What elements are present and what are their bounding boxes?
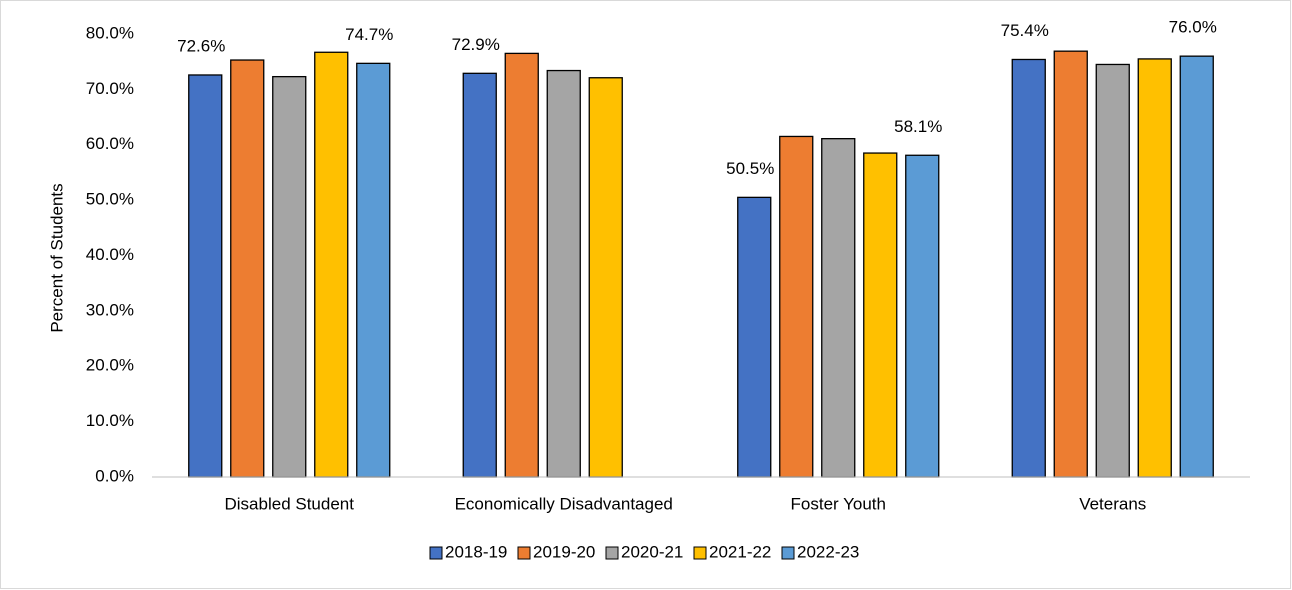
bar	[546, 69, 581, 478]
bar	[1179, 55, 1214, 478]
bar	[1011, 58, 1046, 478]
bar	[462, 72, 497, 478]
y-tick-label: 40.0%	[86, 245, 134, 264]
legend-swatch	[517, 546, 531, 560]
legend-swatch	[693, 546, 707, 560]
y-tick-label: 60.0%	[86, 134, 134, 153]
legend-swatch	[781, 546, 795, 560]
data-label: 72.9%	[452, 35, 500, 54]
bar	[821, 138, 856, 478]
bar	[230, 59, 265, 478]
x-tick-label: Veterans	[1079, 494, 1146, 513]
data-label: 76.0%	[1169, 18, 1217, 37]
y-tick-label: 80.0%	[86, 23, 134, 42]
legend-label: 2019-20	[533, 542, 595, 561]
x-tick-label: Disabled Student	[225, 494, 355, 513]
legend-label: 2021-22	[709, 542, 771, 561]
bar	[356, 62, 391, 478]
bar	[188, 74, 223, 478]
data-label: 72.6%	[177, 36, 225, 55]
data-label: 74.7%	[345, 25, 393, 44]
y-tick-label: 50.0%	[86, 190, 134, 209]
x-tick-label: Economically Disadvantaged	[455, 494, 673, 513]
y-tick-label: 0.0%	[95, 466, 134, 485]
legend-label: 2022-23	[797, 542, 859, 561]
legend-label: 2020-21	[621, 542, 683, 561]
bar	[863, 152, 898, 478]
x-tick-label: Foster Youth	[791, 494, 886, 513]
y-tick-label: 30.0%	[86, 300, 134, 319]
bar	[1095, 63, 1130, 478]
y-tick-label: 10.0%	[86, 411, 134, 430]
legend-swatch	[429, 546, 443, 560]
bar	[905, 154, 940, 478]
data-label: 75.4%	[1001, 21, 1049, 40]
data-label: 58.1%	[894, 117, 942, 136]
legend-swatch	[605, 546, 619, 560]
bar	[504, 52, 539, 478]
bar	[779, 135, 814, 478]
data-label: 50.5%	[726, 159, 774, 178]
bar	[1137, 58, 1172, 478]
bar	[272, 75, 307, 478]
legend-label: 2018-19	[445, 542, 507, 561]
bar	[588, 77, 623, 478]
bar	[737, 196, 772, 478]
y-tick-label: 70.0%	[86, 79, 134, 98]
bar	[314, 51, 349, 478]
y-axis-label: Percent of Students	[47, 183, 66, 332]
y-tick-label: 20.0%	[86, 356, 134, 375]
bar	[1053, 50, 1088, 478]
